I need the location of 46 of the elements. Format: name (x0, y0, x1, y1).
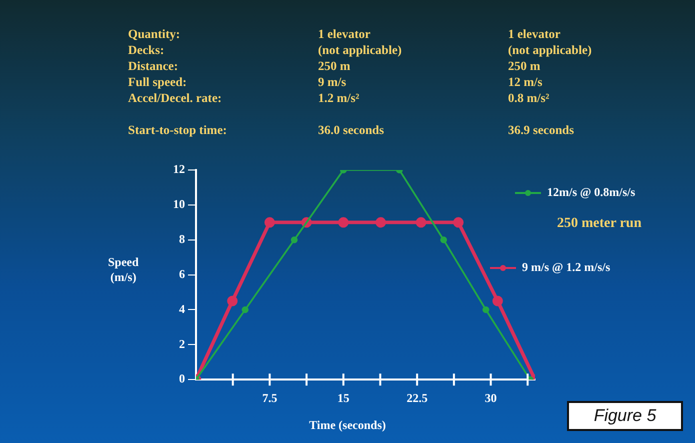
x-tick-label: 15 (337, 390, 350, 405)
point (242, 306, 249, 314)
text: 36.0 seconds (318, 122, 385, 138)
point (227, 296, 238, 306)
y-tick-label: 10 (173, 197, 185, 212)
text: 12 m/s (508, 74, 544, 90)
text: (not applicable) (508, 42, 593, 58)
point (482, 306, 490, 314)
point (453, 217, 464, 228)
y-tick-label: 2 (179, 336, 185, 351)
x-axis-title: Time (seconds) (309, 418, 386, 432)
x-tick-label: 30 (484, 390, 497, 405)
y-tick-label: 12 (173, 162, 185, 176)
text: 0.8 m/s² (508, 90, 550, 106)
text: Full speed: (128, 74, 188, 90)
text: Decks: (128, 42, 166, 58)
legend-label: 9 m/s @ 1.2 m/s/s (522, 260, 610, 275)
y-tick-label: 4 (179, 302, 185, 316)
text: 9 m/s (318, 74, 348, 90)
y-tick-label: 8 (179, 232, 185, 246)
text: 250 meter run (557, 216, 642, 232)
text: 250 m (318, 58, 352, 74)
text: Accel/Decel. rate: (128, 90, 223, 106)
y-tick-label: 0 (179, 372, 185, 386)
text: Distance: (128, 58, 179, 74)
legend-label: 12m/s @ 0.8m/s/s (547, 185, 636, 200)
text: 1.2 m/s² (318, 90, 360, 106)
text: 250 m (508, 58, 542, 74)
point (440, 236, 448, 244)
text: Start-to-stop time: (128, 122, 228, 138)
text: 1 elevator (508, 26, 562, 42)
caption: Figure 5 (567, 401, 683, 431)
point (264, 217, 275, 228)
point (416, 217, 426, 228)
x-tick-label: 22.5 (406, 390, 428, 405)
text: Quantity: (128, 26, 182, 42)
point (375, 217, 386, 228)
text: (not applicable) (318, 42, 403, 58)
y-tick-label: 6 (179, 266, 185, 281)
y-axis-title: Speed (m/s) (108, 255, 139, 285)
text: 36.9 seconds (508, 122, 575, 138)
x-tick-label: 7.5 (262, 390, 278, 405)
point (338, 217, 349, 228)
point (290, 236, 298, 244)
point (492, 296, 503, 306)
text: 1 elevator (318, 26, 372, 42)
